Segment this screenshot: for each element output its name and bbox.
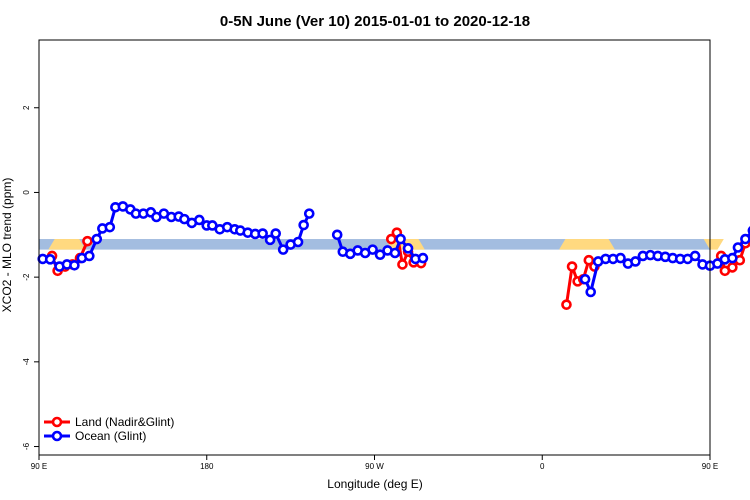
data-point — [583, 254, 595, 266]
data-point — [298, 219, 309, 231]
data-point — [44, 254, 56, 265]
y-tick-label: 2 — [22, 105, 31, 110]
data-point — [270, 228, 282, 239]
data-point — [712, 258, 723, 269]
y-tick-label: -2 — [22, 273, 31, 281]
data-point — [579, 273, 591, 285]
x-tick-label: 90 E — [702, 462, 718, 471]
data-point — [402, 243, 414, 254]
x-axis-label: Longitude (deg E) — [327, 477, 422, 491]
data-point — [367, 244, 378, 255]
data-point — [193, 214, 205, 226]
data-point — [615, 252, 626, 264]
data-point — [585, 286, 597, 298]
ocean-series — [37, 201, 750, 298]
axes: 90 E 180 90 W 0 90 E 2 0 -2 -4 -6 — [22, 105, 718, 471]
data-point — [91, 233, 103, 245]
series-layer — [37, 201, 750, 310]
x-tick-label: 90 E — [31, 462, 47, 471]
data-point — [385, 233, 397, 245]
data-point — [292, 236, 304, 248]
data-point — [727, 252, 738, 264]
x-tick-label: 0 — [540, 462, 545, 471]
data-point — [395, 233, 406, 245]
data-point — [732, 242, 744, 253]
y-tick-label: -6 — [22, 442, 31, 450]
legend-label: Ocean (Glint) — [75, 429, 146, 443]
data-point — [104, 221, 116, 233]
data-point — [630, 256, 641, 267]
ocean-band — [39, 239, 710, 250]
data-point — [727, 262, 738, 273]
data-point — [331, 229, 343, 241]
data-point — [264, 234, 276, 246]
data-point — [389, 247, 401, 259]
y-axis-label: XCO2 - MLO trend (ppm) — [0, 178, 14, 313]
latitude-band — [39, 239, 724, 250]
data-point — [689, 250, 701, 262]
legend-swatch-marker — [51, 416, 63, 428]
y-tick-label: -4 — [22, 358, 31, 366]
x-tick-label: 90 W — [365, 462, 384, 471]
data-point — [374, 249, 386, 260]
x-tick-label: 180 — [200, 462, 214, 471]
data-point — [740, 233, 750, 245]
land-band-segment — [559, 239, 615, 250]
data-point — [566, 261, 578, 272]
legend: Land (Nadir&Glint)Ocean (Glint) — [44, 415, 174, 443]
data-point — [257, 228, 268, 239]
data-point — [69, 259, 80, 271]
y-tick-label: 0 — [22, 190, 31, 195]
legend-swatch-marker — [51, 430, 63, 442]
data-point — [84, 250, 95, 262]
data-point — [303, 208, 315, 219]
data-point — [277, 244, 289, 255]
data-point — [82, 235, 93, 247]
land-band-segment — [48, 239, 86, 250]
legend-label: Land (Nadir&Glint) — [75, 415, 174, 429]
data-point — [397, 259, 408, 270]
data-point — [417, 252, 429, 264]
land-band-segment — [703, 239, 724, 250]
chart-title: 0-5N June (Ver 10) 2015-01-01 to 2020-12… — [220, 13, 530, 30]
data-point — [561, 299, 572, 310]
